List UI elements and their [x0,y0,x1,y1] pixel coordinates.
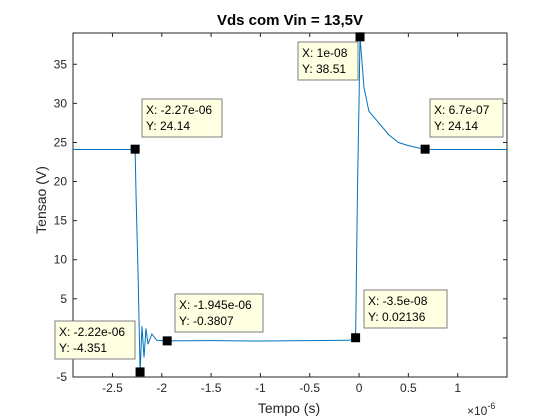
y-tick-label: 15 [54,214,68,228]
series-line [73,36,507,372]
y-tick-label: -5 [56,370,67,384]
data-tip: X: 1e-08 Y: 38.51 [297,32,365,81]
data-tip-marker [420,144,430,154]
data-tip-box [141,98,223,138]
x-tick-label: 1 [454,381,461,395]
data-tip-x-label: X: 6.7e-07 [434,103,490,117]
data-tip-y-label: Y: 24.14 [434,119,478,133]
x-axis-exponent: ×10-6 [467,401,495,418]
data-tip-marker [351,333,361,343]
data-tip-x-label: X: -2.22e-06 [59,325,125,339]
data-tip: X: -2.22e-06 Y: -4.351 [54,320,145,377]
data-tip: X: -1.945e-06 Y: -0.3807 [162,293,264,346]
data-tip-box [429,98,504,138]
x-tick-label: -2 [156,381,167,395]
y-tick-label: 30 [54,96,68,110]
data-tip-x-label: X: -1.945e-06 [179,298,252,312]
data-tip-x-label: X: 1e-08 [302,46,348,60]
x-tick-label: 0.5 [400,381,417,395]
data-tip-marker [130,144,140,154]
data-tip-x-label: X: -3.5e-08 [368,294,428,308]
y-axis-ticks: -505101520253035 [54,57,507,384]
data-tip-y-label: Y: -0.3807 [179,314,234,328]
plot-area [72,32,508,378]
data-tips: X: -2.27e-06 Y: 24.14 X: -2.22e-06 Y: -4.35… [54,32,504,377]
y-tick-label: 20 [54,175,68,189]
y-tick-label: 25 [54,135,68,149]
data-tip-box [54,320,136,360]
data-tip-y-label: Y: 24.14 [146,119,190,133]
data-tip: X: 6.7e-07 Y: 24.14 [420,98,504,154]
data-tip-marker [135,367,145,377]
data-tip-box [174,293,264,333]
y-axis-label: Tensao (V) [33,166,49,234]
data-tip-y-label: Y: 38.51 [302,62,346,76]
data-tip-box [363,289,448,329]
x-tick-label: -1 [255,381,266,395]
x-tick-label: 0 [356,381,363,395]
y-tick-label: 10 [54,253,68,267]
data-tip-y-label: Y: 0.02136 [368,310,426,324]
x-axis-label: Tempo (s) [258,400,320,416]
y-tick-label: 5 [60,292,67,306]
data-tip-y-label: Y: -4.351 [59,341,107,355]
y-tick-label: 35 [54,57,68,71]
data-tip-x-label: X: -2.27e-06 [146,103,212,117]
data-tip: X: -3.5e-08 Y: 0.02136 [351,289,448,343]
x-tick-label: -0.5 [299,381,320,395]
x-tick-label: -1.5 [201,381,222,395]
x-exponent-base: ×10 [467,404,488,418]
data-tip: X: -2.27e-06 Y: 24.14 [130,98,223,154]
data-tip-box [297,41,359,81]
data-tip-marker [355,32,365,42]
chart-title: Vds com Vin = 13,5V [217,12,363,29]
data-tip-marker [162,336,172,346]
x-tick-label: -2.5 [102,381,123,395]
x-exponent-power: -6 [487,401,495,411]
